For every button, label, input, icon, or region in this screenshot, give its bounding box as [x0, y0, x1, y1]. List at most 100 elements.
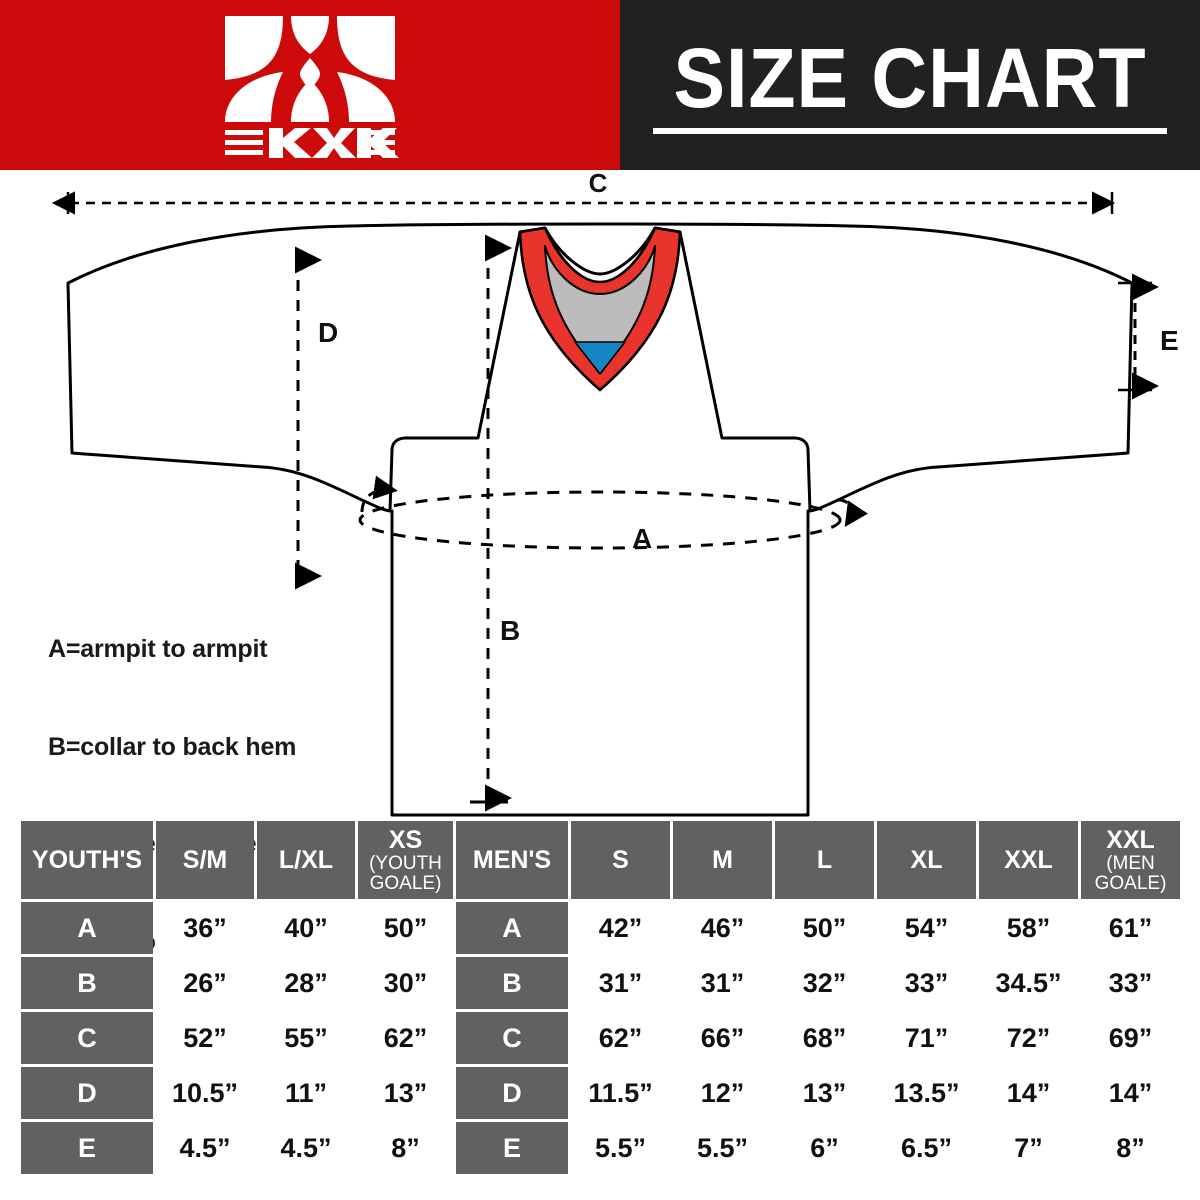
table-row: D 10.5” 11” 13” D 11.5” 12” 13” 13.5” 14… [21, 1067, 1180, 1119]
cell-youth-xs: 13” [358, 1067, 453, 1119]
row-label-youth: E [21, 1122, 153, 1174]
header-main: XL [910, 845, 943, 874]
row-label-men: D [456, 1067, 568, 1119]
header-cell-xs-youth-goale: XS (YOUTH GOALE) [358, 821, 453, 899]
cell-men-s: 5.5” [571, 1122, 670, 1174]
cell-men-xxl: 34.5” [979, 957, 1078, 1009]
header-cell-lxl: L/XL [257, 821, 355, 899]
dimension-c: C [51, 170, 1116, 215]
cell-men-xl: 33” [877, 957, 976, 1009]
title-underline [653, 127, 1167, 134]
dimension-label-a: A [632, 523, 652, 554]
table-row: E 4.5” 4.5” 8” E 5.5” 5.5” 6” 6.5” 7” 8” [21, 1122, 1180, 1174]
cell-youth-xs: 62” [358, 1012, 453, 1064]
header-main: XXL [1106, 825, 1155, 854]
dimension-b: B [470, 234, 520, 812]
size-chart-table: YOUTH'S S/M L/XL XS (YOUTH GOALE) MEN'S … [18, 818, 1183, 1177]
dimension-label-b: B [500, 615, 520, 646]
header-cell-youths: YOUTH'S [21, 821, 153, 899]
dimension-e: E [1118, 273, 1179, 400]
jersey-diagram-svg: C D B E A [51, 170, 1179, 817]
cell-men-xl: 6.5” [877, 1122, 976, 1174]
jersey-diagram: C D B E A [0, 170, 1200, 818]
header-cell-s: S [571, 821, 670, 899]
cell-men-m: 66” [673, 1012, 772, 1064]
dimension-a: A [358, 475, 868, 554]
collar-blue-tip [574, 341, 626, 375]
header-cell-sm: S/M [156, 821, 254, 899]
cell-men-m: 31” [673, 957, 772, 1009]
cell-youth-lxl: 40” [257, 902, 355, 954]
cell-youth-lxl: 11” [257, 1067, 355, 1119]
dimension-label-e: E [1160, 325, 1179, 356]
title-header-panel: SIZE CHART [620, 0, 1200, 170]
collar-gray-inner [544, 245, 656, 373]
cell-men-xl: 54” [877, 902, 976, 954]
header-cell-xxl-men-goale: XXL (MEN GOALE) [1081, 821, 1180, 899]
row-label-youth: D [21, 1067, 153, 1119]
header-cell-xxl: XXL [979, 821, 1078, 899]
cell-youth-sm: 4.5” [156, 1122, 254, 1174]
cell-men-s: 31” [571, 957, 670, 1009]
header-sub: (YOUTH GOALE) [369, 852, 442, 894]
jersey-collar [518, 226, 682, 392]
header-main: S [612, 845, 629, 874]
header-sub: (MEN GOALE) [1094, 852, 1167, 894]
cell-men-l: 32” [775, 957, 874, 1009]
cell-men-xxl-goale: 8” [1081, 1122, 1180, 1174]
header-cell-mens: MEN'S [456, 821, 568, 899]
legend-line-a: A=armpit to armpit [48, 635, 268, 663]
cell-men-xxl-goale: 61” [1081, 902, 1180, 954]
jersey-outline [66, 222, 1134, 513]
cell-men-xxl: 14” [979, 1067, 1078, 1119]
header-main: L/XL [278, 845, 334, 874]
cell-men-l: 68” [775, 1012, 874, 1064]
header-cell-l: L [775, 821, 874, 899]
dimension-label-d: D [318, 317, 338, 348]
header-cell-m: M [673, 821, 772, 899]
row-label-men: B [456, 957, 568, 1009]
table-row: C 52” 55” 62” C 62” 66” 68” 71” 72” 69” [21, 1012, 1180, 1064]
cell-youth-lxl: 55” [257, 1012, 355, 1064]
cell-men-xxl-goale: 69” [1081, 1012, 1180, 1064]
legend-line-b: B=collar to back hem [48, 732, 297, 761]
cell-youth-sm: 26” [156, 957, 254, 1009]
table-row: A 36” 40” 50” A 42” 46” 50” 54” 58” 61” [21, 902, 1180, 954]
cell-men-xxl-goale: 14” [1081, 1067, 1180, 1119]
jersey-torso [390, 509, 810, 817]
table-row: B 26” 28” 30” B 31” 31” 32” 33” 34.5” 33… [21, 957, 1180, 1009]
cell-men-xxl: 7” [979, 1122, 1078, 1174]
cell-youth-lxl: 4.5” [257, 1122, 355, 1174]
cell-men-s: 62” [571, 1012, 670, 1064]
cell-men-s: 11.5” [571, 1067, 670, 1119]
header-main: XS [388, 825, 423, 854]
cell-men-xl: 13.5” [877, 1067, 976, 1119]
cell-men-xxl: 58” [979, 902, 1078, 954]
cell-youth-xs: 50” [358, 902, 453, 954]
row-label-youth: B [21, 957, 153, 1009]
cell-men-l: 6” [775, 1122, 874, 1174]
header-main: XXL [1004, 845, 1053, 874]
cell-youth-sm: 10.5” [156, 1067, 254, 1119]
header-main: YOUTH'S [31, 845, 143, 874]
page-header: SIZE CHART [0, 0, 1200, 170]
dimension-label-c: C [589, 170, 608, 198]
kxk-hourglass-logo-icon [225, 16, 399, 158]
cell-men-xxl-goale: 33” [1081, 957, 1180, 1009]
dimension-d: D [295, 246, 338, 590]
cell-men-s: 42” [571, 902, 670, 954]
row-label-men: E [456, 1122, 568, 1174]
header-cell-xl: XL [877, 821, 976, 899]
cell-men-l: 13” [775, 1067, 874, 1119]
cell-men-m: 46” [673, 902, 772, 954]
title-block: SIZE CHART [653, 31, 1167, 134]
page-title: SIZE CHART [673, 31, 1147, 126]
cell-men-m: 12” [673, 1067, 772, 1119]
cell-youth-xs: 8” [358, 1122, 453, 1174]
table-header-row: YOUTH'S S/M L/XL XS (YOUTH GOALE) MEN'S … [21, 821, 1180, 899]
row-label-men: C [456, 1012, 568, 1064]
cell-youth-sm: 36” [156, 902, 254, 954]
cell-youth-sm: 52” [156, 1012, 254, 1064]
brand-header-panel [0, 0, 620, 170]
row-label-youth: A [21, 902, 153, 954]
